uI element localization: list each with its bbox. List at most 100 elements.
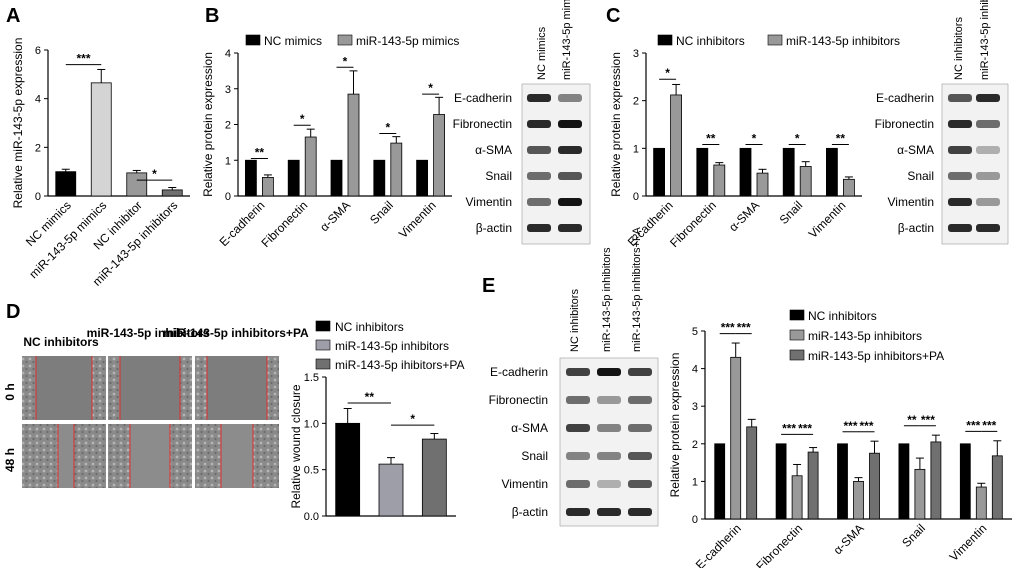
b-x-tick-label: Fibronectin <box>258 198 310 250</box>
blot-b-band <box>527 224 551 232</box>
wound-row-1-label: 0 h <box>3 383 17 400</box>
wound-cell-edge <box>22 356 36 420</box>
d-bar <box>335 422 361 517</box>
c-legend-label: miR-143-5p inhibitors <box>786 34 900 48</box>
blot-b-band <box>527 172 551 180</box>
panel-letter-b: B <box>205 5 219 27</box>
blot-b-band <box>558 172 582 180</box>
b-sig-label: ** <box>255 145 265 159</box>
wound-gap <box>130 424 170 488</box>
d-y-tick-label: 1.5 <box>304 372 319 384</box>
blot-e-row-label: β-actin <box>512 505 548 519</box>
wound-gap <box>221 424 253 488</box>
b-y-tick-label: 4 <box>225 48 231 60</box>
b-sig-label: * <box>343 54 348 68</box>
blot-c-row-label: Snail <box>907 169 934 183</box>
b-sig-label: * <box>428 81 433 95</box>
wound-cell-edge <box>195 356 207 420</box>
d-sig-label: ** <box>365 390 375 404</box>
e-sig-label: ** <box>907 413 917 427</box>
wound-col-2-title: miR-143-5p inhibitors <box>87 326 210 340</box>
wound-cell-edge <box>92 356 106 420</box>
blot-c-row-label: E-cadherin <box>876 91 934 105</box>
wound-col-1-title: NC inhibitors <box>23 335 99 349</box>
c-bar <box>799 166 812 197</box>
blot-c-row-label: α-SMA <box>897 143 934 157</box>
western-blot-c: NC inhibitors miR-143-5p inhibitors E-ca… <box>875 0 1009 245</box>
c-sig-label: * <box>795 132 800 146</box>
c-sig-label: * <box>665 66 670 80</box>
d-y-axis-title: Relative wound closure <box>289 384 303 508</box>
b-y-tick-label: 3 <box>225 84 231 96</box>
wound-healing-images: NC inhibitors miR-143-5p inhibitors miR-… <box>3 326 309 488</box>
e-bar <box>853 480 864 520</box>
blot-c-band <box>948 94 972 102</box>
blot-e-band <box>628 480 652 488</box>
c-y-tick-label: 2 <box>633 96 639 108</box>
c-bar <box>670 94 682 197</box>
a-sig-label: * <box>152 167 157 181</box>
wound-cell-edge <box>267 356 279 420</box>
blot-b-band <box>558 146 582 154</box>
c-legend-swatch <box>767 34 783 46</box>
e-bar <box>991 455 1003 520</box>
blot-e-band <box>597 396 621 404</box>
a-y-tick-label: 6 <box>35 45 41 57</box>
wound-col-3-title: miR-143-5p inhibitors+PA <box>163 326 309 340</box>
e-bar <box>930 441 942 520</box>
d-y-tick-label: 0.5 <box>304 465 319 477</box>
d-legend-swatch <box>315 339 331 351</box>
e-bar <box>714 443 726 520</box>
blot-e-lane-3: miR-143-5p inhibitors+PA <box>631 227 643 352</box>
b-y-tick-label: 0 <box>225 191 231 203</box>
e-y-axis-title: Relative protein expression <box>668 353 682 498</box>
e-legend-label: NC inhibitors <box>808 309 877 323</box>
b-x-tick-label: Vimentin <box>396 198 439 241</box>
e-bar <box>869 452 880 520</box>
blot-e-band <box>597 480 621 488</box>
blot-c-row-label: Fibronectin <box>875 117 934 131</box>
b-sig-label: * <box>385 120 390 134</box>
wound-cell-edge <box>108 356 120 420</box>
blot-e-row-label: Fibronectin <box>489 393 548 407</box>
b-bar <box>261 177 274 197</box>
e-sig-label: *** <box>843 419 857 433</box>
c-bar <box>756 172 769 197</box>
e-y-tick-label: 1 <box>692 476 698 488</box>
d-y-tick-label: 1.0 <box>304 418 319 430</box>
b-x-tick-label: α-SMA <box>317 198 353 234</box>
blot-e-lane-1: NC inhibitors <box>569 289 581 352</box>
e-y-tick-label: 4 <box>692 364 698 376</box>
blot-e-row-label: Vimentin <box>502 477 548 491</box>
c-y-tick-label: 1 <box>633 143 639 155</box>
blot-e-band <box>597 368 621 376</box>
e-sig-label: *** <box>859 419 873 433</box>
e-sig-label: *** <box>721 321 735 335</box>
b-y-tick-label: 2 <box>225 120 231 132</box>
c-bar <box>653 147 665 197</box>
blot-e-band <box>628 452 652 460</box>
e-bar <box>959 443 971 520</box>
e-bar <box>775 443 787 520</box>
e-sig-label: *** <box>966 418 980 432</box>
e-bar <box>807 451 819 520</box>
blot-b-band <box>558 224 582 232</box>
b-sig-label: * <box>300 112 305 126</box>
blot-c-lane-2: miR-143-5p inhibitors <box>979 0 991 80</box>
c-x-tick-label: Vimentin <box>806 198 849 241</box>
e-x-tick-label: Fibronectin <box>753 521 805 568</box>
panel-letter-c: C <box>606 5 620 27</box>
a-y-tick-label: 0 <box>35 191 41 203</box>
blot-c-band <box>948 224 972 232</box>
b-legend-label: miR-143-5p mimics <box>356 34 459 48</box>
blot-c-row-label: Vimentin <box>888 195 934 209</box>
blot-e-band <box>628 424 652 432</box>
d-legend-label: miR-143-5p ihibitors+PA <box>335 358 465 372</box>
a-y-tick-label: 4 <box>35 94 41 106</box>
e-sig-label: *** <box>798 421 812 435</box>
c-y-tick-label: 3 <box>633 48 639 60</box>
e-y-tick-label: 3 <box>692 401 698 413</box>
c-bar <box>713 164 726 197</box>
c-bar <box>843 178 855 197</box>
